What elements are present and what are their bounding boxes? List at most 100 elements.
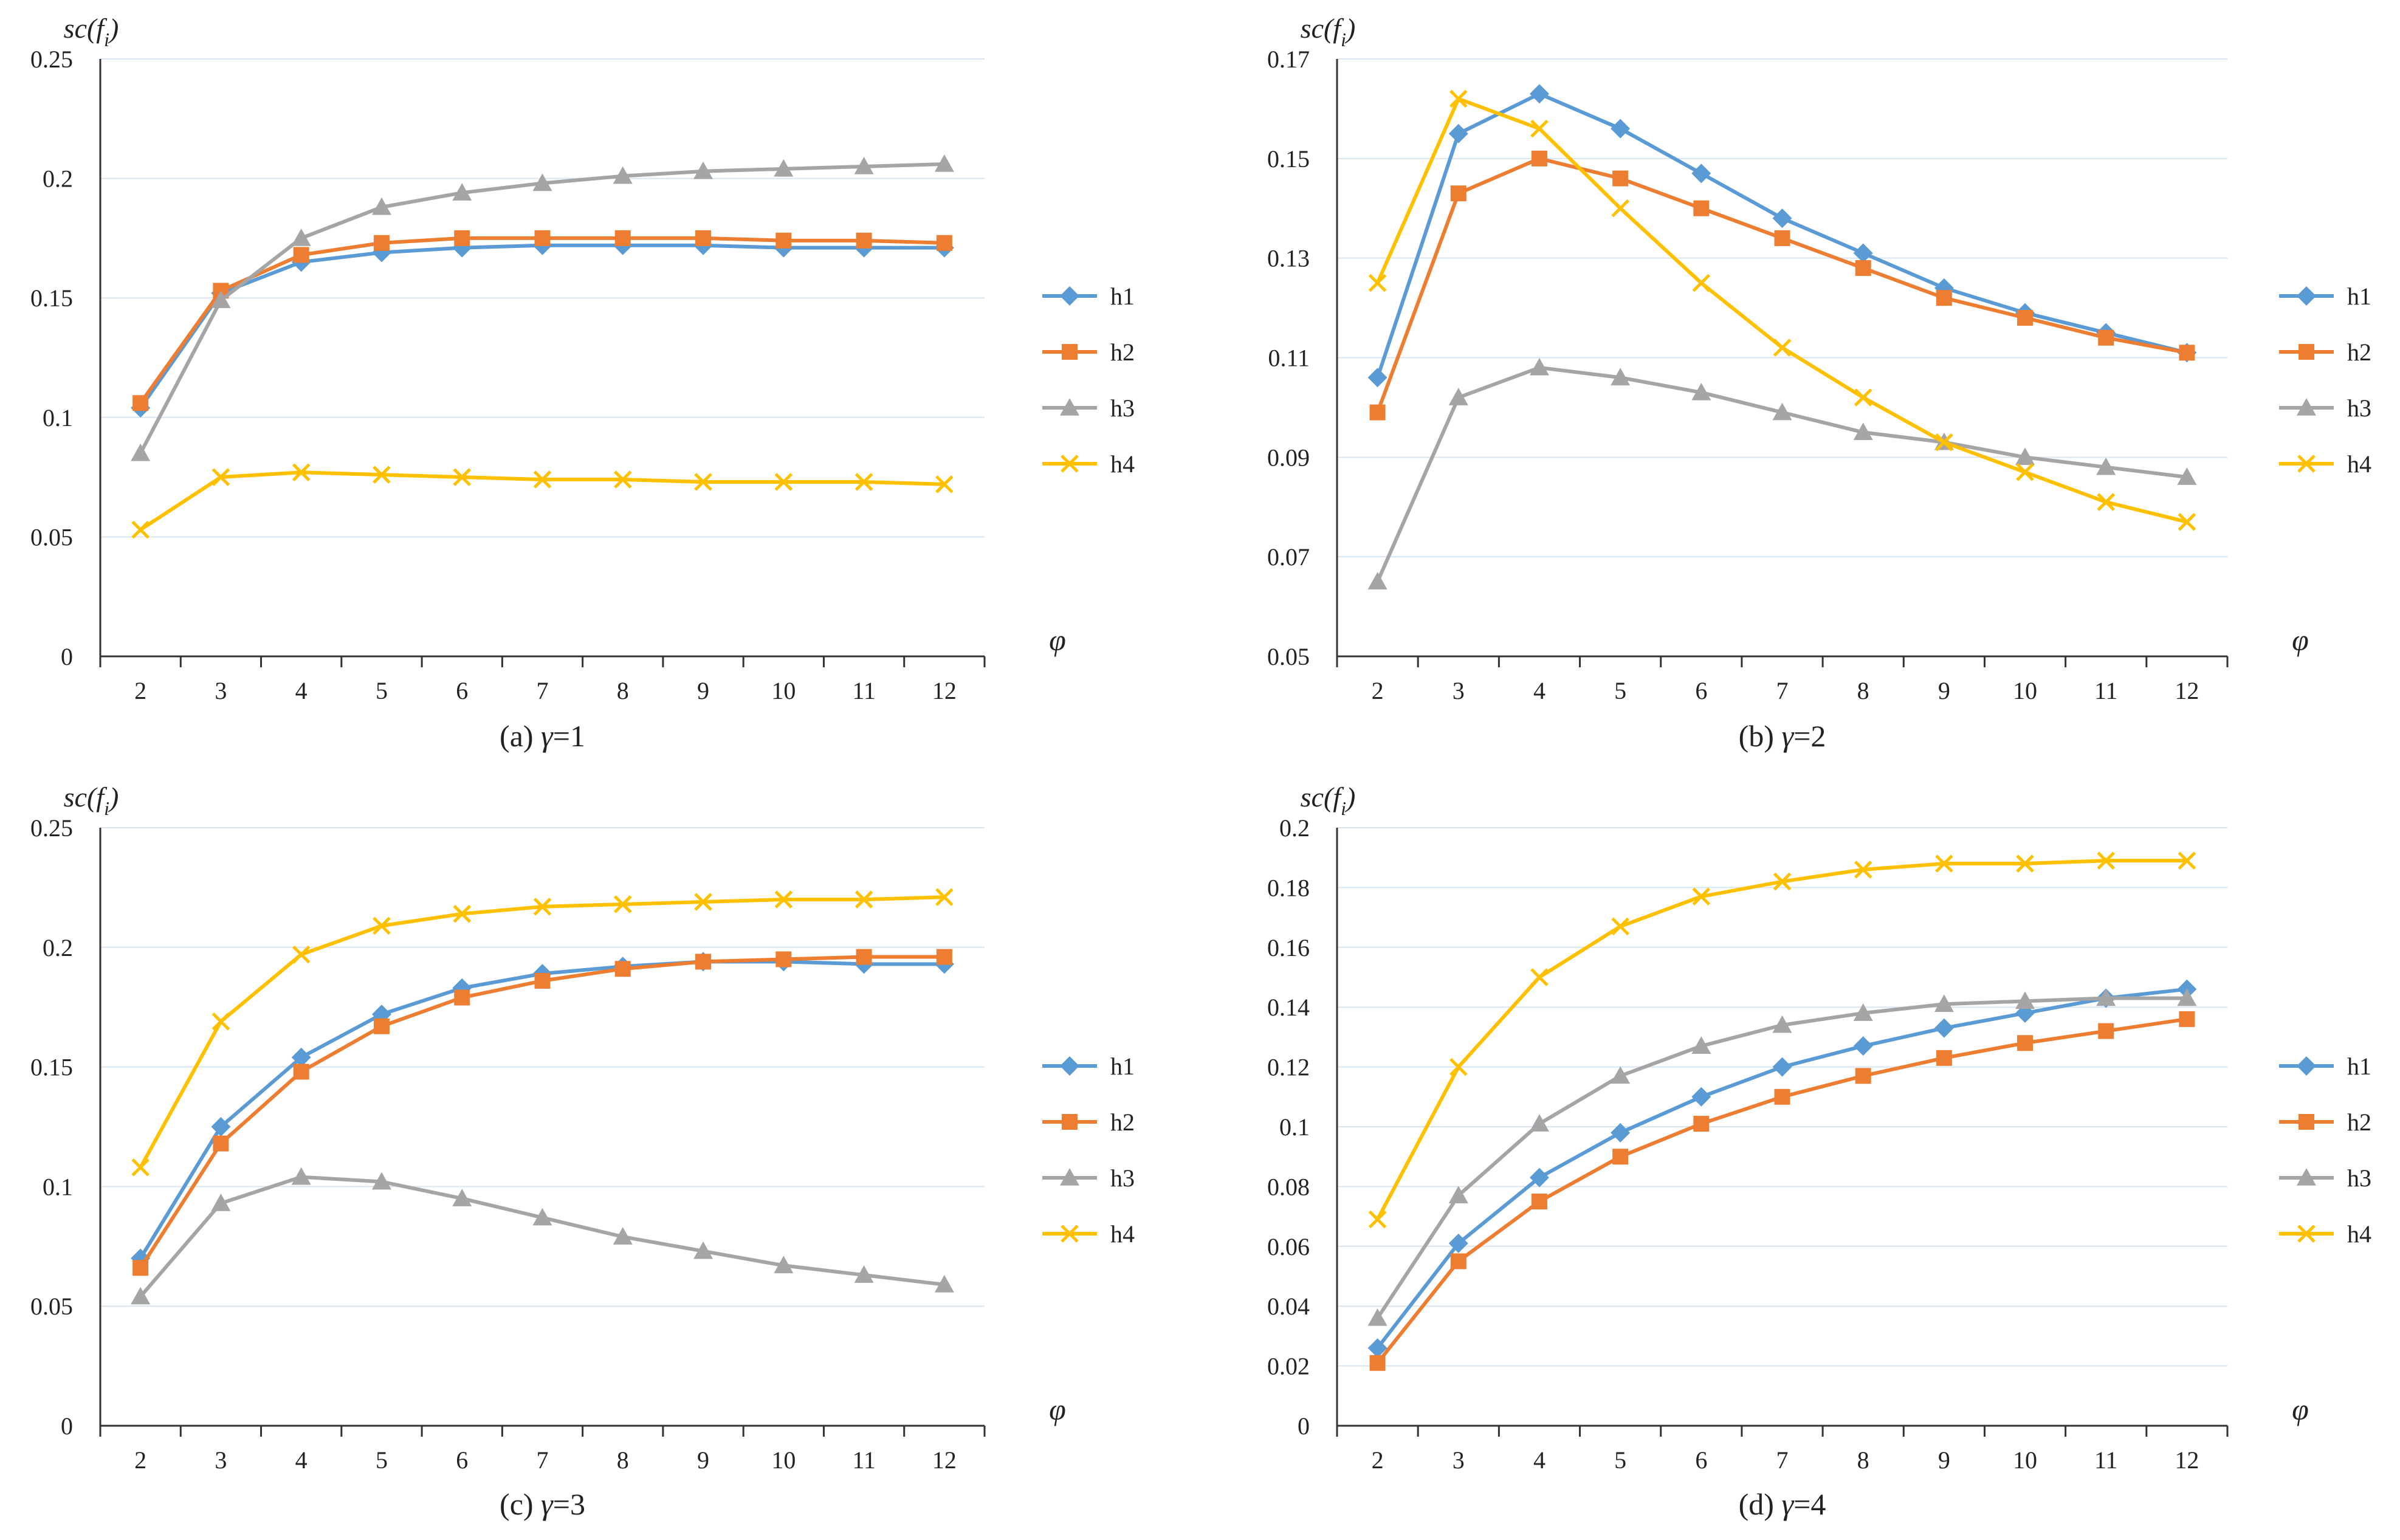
data-point-h3: [1691, 382, 1711, 400]
series-h3: [131, 154, 954, 461]
data-point-h1: [1611, 1122, 1631, 1143]
data-point-h3: [211, 1193, 231, 1211]
data-point-h4: [774, 890, 793, 909]
series-h4: [131, 888, 954, 1177]
x-tick-label: 7: [537, 677, 549, 704]
x-tick-label: 2: [1372, 677, 1384, 704]
data-point-h3: [1772, 402, 1792, 421]
data-point-h4: [533, 470, 552, 489]
y-axis-label-subscript: i: [1341, 797, 1346, 819]
data-point-h4-stroke-b: [533, 898, 552, 916]
y-tick-label: 0.2: [43, 165, 73, 193]
legend-marker-h1: [2297, 1056, 2316, 1076]
y-axis-label-subscript: i: [104, 797, 109, 819]
x-tick-label: 9: [697, 677, 709, 704]
data-point-h2: [2017, 1035, 2034, 1051]
series-h2: [1369, 1011, 2195, 1371]
data-point-h4: [1530, 968, 1549, 986]
data-point-h1: [1367, 1338, 1387, 1358]
y-tick-label: 0.25: [30, 46, 73, 73]
data-point-h4-stroke-b: [373, 466, 391, 484]
data-point-h4: [1935, 433, 1953, 452]
data-point-h4: [453, 904, 471, 923]
data-point-h3: [854, 156, 874, 174]
series-h2: [1369, 150, 2195, 421]
data-point-h1: [1448, 123, 1468, 143]
y-tick-label: 0.12: [1267, 1054, 1310, 1081]
data-point-h1: [1853, 1036, 1873, 1056]
caption-prefix: (b): [1739, 719, 1782, 753]
data-point-h3: [1367, 572, 1387, 590]
data-point-h4-stroke-b: [211, 468, 230, 486]
legend-label: h3: [1110, 394, 1135, 422]
series-line-h2: [1375, 156, 2187, 413]
data-point-h2: [775, 951, 792, 968]
data-point-h4-stroke-b: [2016, 854, 2034, 873]
x-axis-label: φ: [1049, 1392, 1066, 1426]
data-point-h4-stroke-b: [935, 888, 954, 906]
data-point-h2: [1936, 290, 1952, 306]
data-point-h4-stroke-b: [1773, 872, 1792, 891]
legend-label: h1: [2347, 283, 2371, 310]
x-tick-label: 7: [1776, 677, 1789, 704]
legend: h1 h2 h3 h4: [2279, 283, 2371, 478]
caption-symbol: γ: [541, 1487, 554, 1521]
data-point-h3: [1853, 1003, 1873, 1021]
data-point-h2: [1369, 404, 1386, 421]
legend: h1 h2 h3 h4: [2279, 1053, 2371, 1248]
data-point-h3: [371, 1172, 391, 1190]
data-point-h2: [614, 230, 631, 246]
data-point-h3: [854, 1265, 874, 1283]
data-point-h3: [1691, 1036, 1711, 1054]
legend-label: h3: [2347, 1164, 2371, 1192]
data-point-h1: [1772, 208, 1792, 229]
y-axis-label: sc(fi): [1301, 782, 1356, 819]
x-tick-label: 12: [932, 677, 957, 704]
data-point-h3: [774, 1256, 794, 1274]
x-tick-label: 3: [1453, 677, 1465, 704]
data-point-h1: [291, 1047, 311, 1067]
data-point-h3: [1367, 1308, 1387, 1326]
data-point-h4: [614, 470, 632, 489]
data-point-h3: [452, 1189, 472, 1206]
series-h1: [131, 235, 954, 418]
data-point-h4-stroke-b: [1449, 1057, 1468, 1076]
data-point-h4-stroke-b: [373, 916, 391, 935]
data-point-h2: [695, 954, 712, 970]
legend-label: h4: [2347, 450, 2371, 478]
legend-label: h4: [2347, 1220, 2371, 1248]
x-tick-label: 2: [134, 1446, 146, 1474]
y-axis-label-subscript: i: [1341, 29, 1346, 50]
data-point-h4: [131, 1158, 150, 1177]
data-point-h4: [453, 468, 471, 486]
data-point-h2: [2179, 1011, 2195, 1027]
data-point-h2: [373, 1018, 390, 1034]
x-tick-label: 11: [852, 677, 876, 704]
data-point-h4: [614, 895, 632, 913]
y-tick-label: 0.04: [1267, 1293, 1310, 1320]
x-tick-label: 4: [1533, 677, 1546, 704]
data-point-h2: [213, 1135, 229, 1152]
series-h4: [131, 463, 954, 539]
x-tick-label: 8: [1857, 677, 1869, 704]
y-tick-label: 0.05: [30, 1293, 73, 1320]
y-tick-label: 0.18: [1267, 874, 1310, 901]
data-point-h4-stroke-b: [131, 520, 150, 539]
data-point-h3: [2177, 467, 2197, 485]
data-point-h2: [2098, 329, 2114, 346]
data-point-h4-stroke-b: [1692, 887, 1711, 906]
series-h3: [131, 1167, 954, 1305]
data-point-h4-stroke-b: [694, 893, 712, 911]
data-point-h2: [1450, 1253, 1466, 1270]
y-axis-label-close: ): [108, 782, 119, 813]
x-tick-label: 10: [2013, 677, 2037, 704]
series-h4: [1368, 89, 2196, 531]
caption-prefix: (c): [500, 1487, 541, 1521]
data-point-h2: [534, 972, 551, 989]
x-axis-label: φ: [1049, 623, 1066, 657]
x-tick-label: 7: [537, 1446, 549, 1474]
legend-marker-h4: [2297, 1225, 2316, 1243]
data-point-h2: [1693, 200, 1710, 216]
data-point-h4-stroke-b: [1530, 968, 1549, 986]
